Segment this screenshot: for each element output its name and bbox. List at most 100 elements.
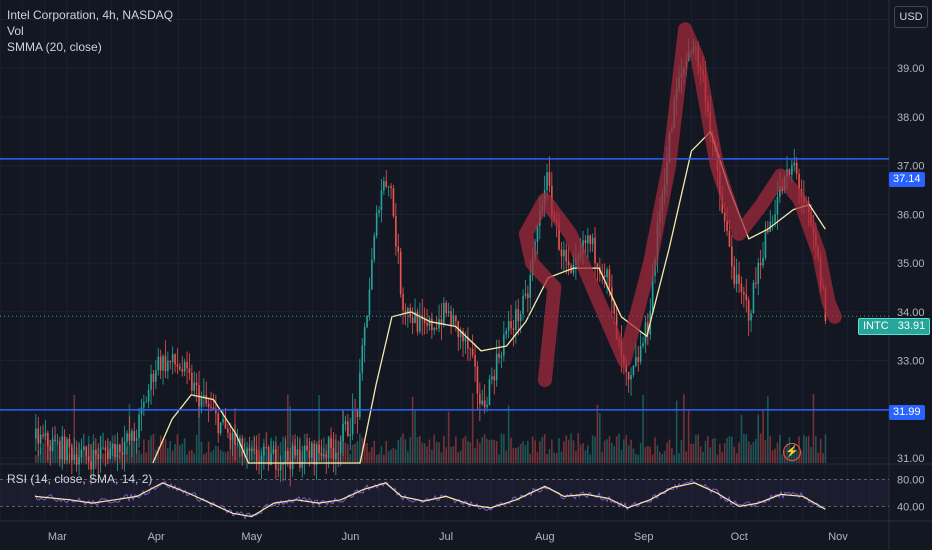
- volume-bar: [435, 441, 438, 463]
- volume-bar: [349, 454, 352, 463]
- candle-body: [359, 372, 361, 418]
- candle-body: [443, 302, 445, 325]
- rsi-tick-label: 80.00: [897, 475, 925, 487]
- candle-body: [637, 357, 640, 362]
- lightning-icon[interactable]: ⚡: [783, 443, 801, 461]
- candle-body: [140, 407, 143, 415]
- candle-body: [195, 382, 198, 386]
- volume-bar: [738, 442, 740, 463]
- volume-bar: [203, 454, 205, 463]
- volume-bar: [375, 454, 378, 463]
- volume-bar: [536, 451, 539, 463]
- candle-body: [279, 462, 282, 471]
- candle-body: [527, 293, 529, 299]
- candle-body: [66, 438, 68, 461]
- candle-body: [80, 449, 83, 458]
- rsi-indicator-label[interactable]: RSI (14, close, SMA, 14, 2): [7, 472, 153, 486]
- volume-bar: [102, 453, 104, 463]
- candle-body: [270, 453, 272, 465]
- volume-bar: [656, 445, 659, 463]
- volume-bar: [769, 435, 772, 463]
- volume-bar: [174, 444, 176, 463]
- candle-body: [479, 393, 481, 405]
- volume-bar: [822, 453, 824, 463]
- candle-body: [188, 368, 191, 374]
- candle-body: [63, 436, 66, 461]
- volume-bar: [318, 395, 320, 463]
- volume-bar: [553, 452, 556, 463]
- volume-bar: [711, 438, 714, 463]
- volume-bar: [680, 439, 683, 463]
- volume-bar: [488, 439, 491, 463]
- volume-bar: [380, 446, 383, 463]
- volume-bar: [421, 442, 424, 463]
- candle-body: [90, 461, 92, 470]
- candle-body: [248, 448, 251, 452]
- candle-body: [51, 439, 54, 451]
- volume-bar: [481, 437, 484, 463]
- candle-body: [263, 446, 265, 456]
- volume-bar: [287, 394, 289, 463]
- volume-bar: [162, 441, 164, 463]
- candle-body: [447, 311, 450, 313]
- candle-body: [308, 450, 311, 458]
- candle-body: [78, 457, 80, 465]
- candle-body: [174, 354, 176, 365]
- candle-body: [61, 436, 64, 459]
- volume-bar: [183, 438, 186, 463]
- volume-bar: [277, 445, 280, 463]
- volume-bar: [695, 434, 697, 463]
- candle-body: [75, 454, 78, 465]
- volume-bar: [735, 453, 738, 463]
- volume-bar: [356, 441, 359, 463]
- volume-bar: [539, 441, 541, 463]
- volume-bar: [56, 442, 59, 463]
- candle-body: [107, 450, 109, 459]
- candle-body: [512, 328, 515, 330]
- volume-bar: [745, 434, 748, 463]
- volume-bar: [495, 441, 498, 463]
- volume-bar: [733, 446, 736, 463]
- candle-body: [327, 438, 330, 458]
- volume-indicator-label[interactable]: Vol: [7, 24, 24, 38]
- volume-bar: [714, 438, 716, 463]
- candle-body: [227, 428, 229, 433]
- candle-body: [143, 402, 145, 408]
- candle-body: [349, 434, 352, 436]
- candle-body: [431, 318, 433, 331]
- volume-bar: [198, 393, 200, 463]
- volume-bar: [493, 440, 496, 463]
- candle-body: [342, 424, 344, 442]
- volume-bar: [138, 450, 140, 463]
- candle-body: [49, 446, 52, 451]
- rsi-ma-line: [35, 482, 826, 518]
- volume-bar: [719, 443, 721, 463]
- volume-bar: [522, 441, 524, 463]
- candle-body: [265, 446, 268, 448]
- candle-body: [164, 355, 167, 372]
- volume-bar: [812, 394, 815, 463]
- volume-bar: [759, 433, 762, 463]
- symbol-title[interactable]: Intel Corporation, 4h, NASDAQ: [7, 8, 174, 22]
- smma-indicator-label[interactable]: SMMA (20, close): [7, 40, 102, 54]
- volume-bar: [743, 433, 745, 463]
- candle-body: [587, 235, 589, 244]
- currency-button[interactable]: USD: [894, 6, 928, 28]
- volume-bar: [140, 453, 143, 463]
- volume-bar: [471, 393, 474, 463]
- volume-bar: [764, 440, 767, 463]
- volume-bar: [164, 439, 167, 463]
- candle-body: [548, 172, 551, 186]
- volume-bar: [510, 437, 512, 463]
- volume-bar: [157, 446, 160, 463]
- candle-body: [740, 283, 743, 292]
- ticker-price: 33.91: [897, 320, 926, 332]
- volume-bar: [373, 440, 376, 463]
- volume-bar: [728, 436, 731, 463]
- volume-bar: [529, 453, 532, 463]
- candle-body: [198, 385, 200, 407]
- volume-bar: [752, 441, 755, 463]
- candle-body: [519, 314, 522, 322]
- volume-bar: [627, 445, 630, 463]
